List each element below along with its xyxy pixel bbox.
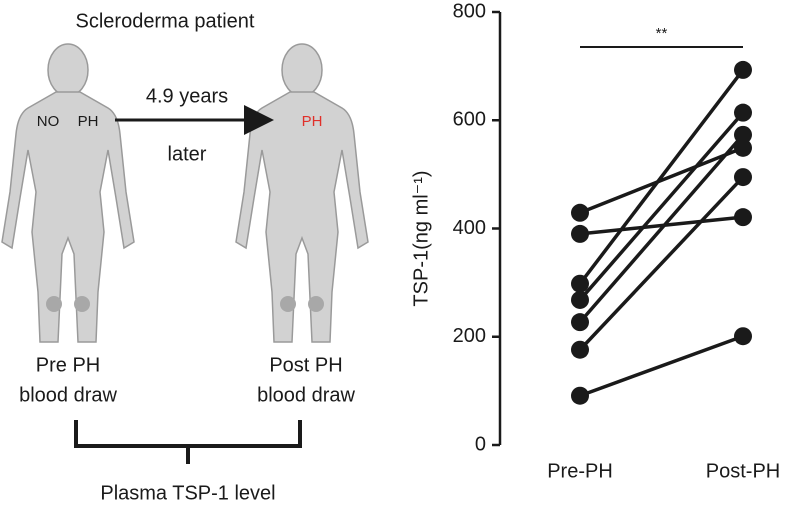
chart: 0 200 400 600 800 TSP-1(ng ml⁻¹) Pre-PH Post-PH… <box>410 0 780 482</box>
post-label: PH <box>302 113 323 130</box>
point <box>734 60 752 79</box>
pair-line <box>578 68 745 285</box>
diagram-title: Scleroderma patient <box>76 10 255 32</box>
point <box>571 340 589 359</box>
pair-line <box>578 133 745 324</box>
point <box>734 208 752 227</box>
pre-ph-body <box>1 43 135 343</box>
point <box>571 290 589 309</box>
y-tick-label: 400 <box>453 217 486 239</box>
significance-label: ** <box>656 25 668 42</box>
interval-unit: later <box>168 143 207 165</box>
pair-line <box>579 146 744 215</box>
y-tick-label: 0 <box>475 433 486 455</box>
y-tick-label: 800 <box>453 0 486 22</box>
point <box>734 125 752 144</box>
point <box>571 203 589 222</box>
point <box>734 138 752 157</box>
y-axis-label: TSP-1(ng ml⁻¹) <box>410 170 432 306</box>
pre-label: PH <box>78 113 99 130</box>
point <box>571 386 589 405</box>
x-tick-label: Pre-PH <box>547 460 613 482</box>
pair-line <box>578 175 745 351</box>
pair-line <box>578 111 745 302</box>
bracket-label: Plasma TSP-1 level <box>100 482 275 504</box>
point <box>571 313 589 332</box>
post-ph-body <box>235 43 369 343</box>
point <box>571 224 589 243</box>
point <box>734 327 752 346</box>
point <box>734 168 752 187</box>
point <box>571 274 589 293</box>
pair-line <box>579 215 744 236</box>
pair-line <box>579 334 744 398</box>
bracket <box>74 420 302 464</box>
y-tick-label: 600 <box>453 109 486 131</box>
interval: 4.9 years <box>146 85 228 107</box>
pre-caption: Pre PH <box>36 354 100 376</box>
y-tick-label: 200 <box>453 325 486 347</box>
point <box>734 103 752 122</box>
post-caption: blood draw <box>257 384 355 406</box>
pre-label: NO <box>37 113 60 130</box>
pre-caption: blood draw <box>19 384 117 406</box>
x-tick-label: Post-PH <box>706 460 780 482</box>
post-caption: Post PH <box>269 354 342 376</box>
